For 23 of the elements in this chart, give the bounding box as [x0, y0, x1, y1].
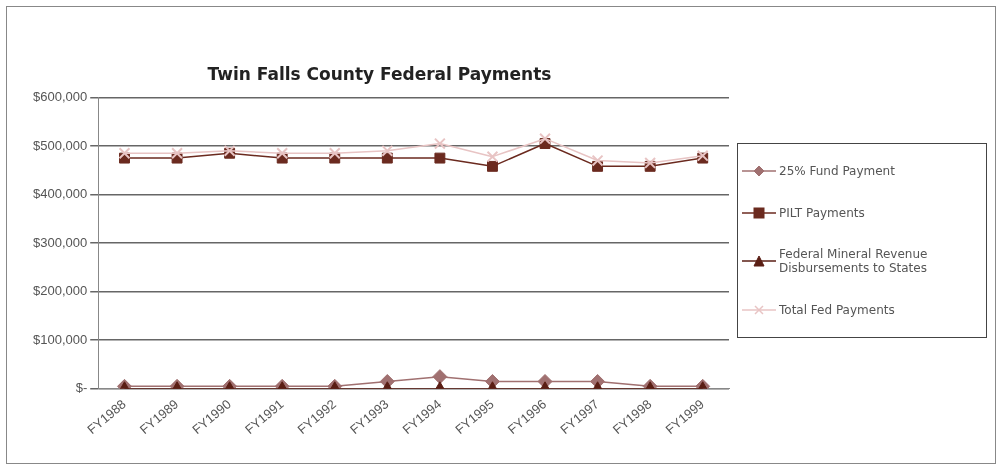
- point: [171, 147, 184, 160]
- point: [487, 160, 498, 172]
- point: [434, 152, 446, 164]
- point: [433, 137, 446, 150]
- legend-label: Federal Mineral Revenue Disbursements to States: [779, 247, 929, 276]
- point: [328, 147, 341, 160]
- legend-label: PILT Payments: [779, 205, 865, 220]
- chart-title: Twin Falls County Federal Payments: [207, 63, 552, 84]
- legend-label: Total Fed Payments: [779, 303, 895, 318]
- point: [381, 144, 394, 157]
- y-tick-label: $600,000: [32, 88, 88, 104]
- point: [276, 147, 289, 160]
- point: [486, 150, 499, 163]
- point: [118, 147, 131, 160]
- y-tick-label: $200,000: [32, 283, 88, 299]
- legend-label: 25% Fund Payment: [779, 163, 895, 178]
- y-tick-label: $-: [75, 380, 88, 396]
- y-tick-label: $300,000: [32, 234, 88, 250]
- point: [591, 154, 604, 167]
- point: [539, 132, 551, 145]
- y-tick-label: $400,000: [32, 186, 88, 202]
- y-tick-label: $100,000: [32, 331, 88, 347]
- y-tick-label: $500,000: [32, 137, 88, 153]
